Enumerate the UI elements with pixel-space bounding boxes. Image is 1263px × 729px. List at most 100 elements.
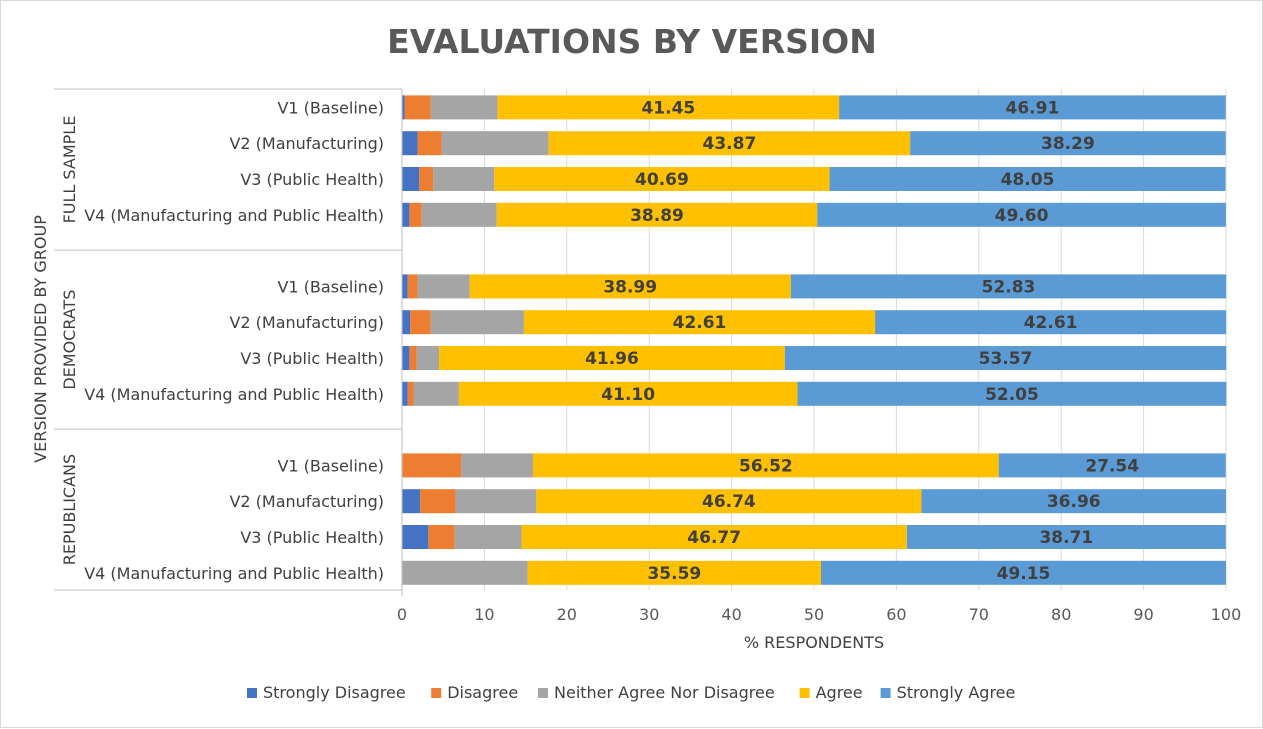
data-label: 49.15 <box>997 564 1051 584</box>
bar-neither-agree-nor-disagree <box>416 346 440 370</box>
group-label: FULL SAMPLE <box>60 116 79 224</box>
category-label: V4 (Manufacturing and Public Health) <box>84 564 384 583</box>
bar-agree <box>494 167 830 191</box>
bar-strongly-agree <box>790 274 1227 299</box>
category-label: V1 (Baseline) <box>277 277 384 296</box>
data-label: 53.57 <box>979 349 1033 369</box>
bar-agree <box>496 202 818 227</box>
bar-neither-agree-nor-disagree <box>455 489 537 514</box>
bar-agree <box>533 453 999 478</box>
category-axis: V1 (Baseline) V2 (Manufacturing) V3 (Publi… <box>54 88 403 596</box>
bar-strongly-agree <box>998 453 1226 478</box>
x-tick-label: 60 <box>886 605 906 624</box>
value-axis: 0 10 20 30 40 50 60 70 80 90 100 <box>397 605 1241 624</box>
bar-disagree <box>417 131 442 156</box>
bar-strongly-disagree <box>402 167 420 191</box>
category-label: V2 (Manufacturing) <box>229 492 384 511</box>
x-tick-label: 30 <box>639 605 659 624</box>
bar-strongly-disagree <box>402 525 429 549</box>
data-label: 42.61 <box>673 313 727 333</box>
bar-disagree <box>407 274 418 299</box>
bar-disagree <box>409 202 422 227</box>
bar-strongly-disagree <box>402 346 410 370</box>
bar-agree <box>536 489 922 514</box>
group-label: DEMOCRATS <box>60 290 79 390</box>
x-tick-label: 10 <box>474 605 494 624</box>
category-label: V4 (Manufacturing and Public Health) <box>84 385 384 404</box>
data-label: 40.69 <box>635 170 689 190</box>
bar-agree <box>469 274 791 299</box>
category-label: V2 (Manufacturing) <box>229 134 384 153</box>
bar-strongly-disagree <box>402 131 418 156</box>
x-tick-label: 100 <box>1211 605 1242 624</box>
bar-strongly-agree <box>921 489 1226 514</box>
chart-title: EVALUATIONS BY VERSION <box>387 22 877 61</box>
data-label: 27.54 <box>1085 456 1139 476</box>
bar-strongly-agree <box>910 131 1226 156</box>
bar-disagree <box>419 167 434 191</box>
data-label: 38.99 <box>603 277 657 297</box>
bar-strongly-agree <box>821 560 1226 585</box>
bar-neither-agree-nor-disagree <box>461 453 534 478</box>
bar-neither-agree-nor-disagree <box>413 381 459 406</box>
bar-strongly-agree <box>839 95 1226 120</box>
x-tick-label: 0 <box>397 605 407 624</box>
legend-label: Strongly Disagree <box>263 683 406 702</box>
bar-strongly-disagree <box>402 381 408 406</box>
bar-strongly-agree <box>784 346 1227 370</box>
bar-disagree <box>402 453 462 478</box>
category-label: V3 (Public Health) <box>240 170 384 189</box>
bar-agree <box>497 95 840 120</box>
x-tick-label: 80 <box>1051 605 1071 624</box>
legend-swatch-strongly-disagree <box>247 688 257 698</box>
bar-neither-agree-nor-disagree <box>430 310 524 335</box>
data-label: 49.60 <box>995 206 1049 226</box>
data-label: 48.05 <box>1001 170 1055 190</box>
bar-agree <box>527 560 822 585</box>
bar-neither-agree-nor-disagree <box>421 202 497 227</box>
data-label: 46.91 <box>1006 98 1060 118</box>
data-label: 38.29 <box>1041 134 1095 154</box>
bar-strongly-agree <box>906 525 1226 549</box>
bar-strongly-disagree <box>402 95 405 120</box>
bar-strongly-disagree <box>402 489 421 514</box>
bar-agree <box>548 131 911 156</box>
data-label: 36.96 <box>1047 492 1101 512</box>
legend-label: Neither Agree Nor Disagree <box>554 683 775 702</box>
bar-strongly-agree <box>829 167 1226 191</box>
bar-strongly-agree <box>797 381 1227 406</box>
bar-agree <box>523 310 876 335</box>
category-label: V4 (Manufacturing and Public Health) <box>84 206 384 225</box>
legend-swatch-agree <box>799 688 810 698</box>
data-label: 43.87 <box>703 134 757 154</box>
legend-label: Strongly Agree <box>897 683 1016 702</box>
bar-agree <box>458 381 798 406</box>
bar-disagree <box>404 95 431 120</box>
data-label: 35.59 <box>647 564 701 584</box>
bar-neither-agree-nor-disagree <box>441 131 549 156</box>
bar-neither-agree-nor-disagree <box>430 95 498 120</box>
category-label: V3 (Public Health) <box>240 349 384 368</box>
bar-neither-agree-nor-disagree <box>402 560 528 585</box>
data-label: 56.52 <box>739 456 793 476</box>
bar-neither-agree-nor-disagree <box>454 525 522 549</box>
gridlines <box>483 89 1227 590</box>
bar-disagree <box>407 381 414 406</box>
data-label: 38.89 <box>630 206 684 226</box>
legend: Strongly Disagree Disagree Neither Agree N… <box>247 683 1015 702</box>
data-label: 46.74 <box>702 492 756 512</box>
bars: 41.45 46.91 43.87 38.29 40.69 48.05 38.89 49.60… <box>402 95 1227 585</box>
x-axis-title: % RESPONDENTS <box>744 633 884 652</box>
data-label: 41.45 <box>641 98 695 118</box>
data-label: 52.83 <box>982 277 1036 297</box>
bar-strongly-agree <box>817 202 1226 227</box>
category-label: V2 (Manufacturing) <box>229 313 384 332</box>
bar-disagree <box>428 525 455 549</box>
bar-strongly-disagree <box>402 202 410 227</box>
data-label: 41.10 <box>601 385 655 405</box>
category-label: V1 (Baseline) <box>277 98 384 117</box>
bar-neither-agree-nor-disagree <box>433 167 495 191</box>
legend-swatch-strongly-agree <box>880 688 891 698</box>
